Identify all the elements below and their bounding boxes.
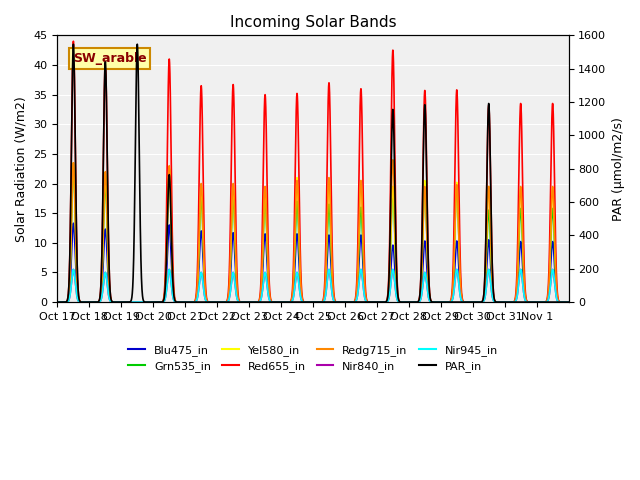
Line: Grn535_in: Grn535_in [58,168,568,302]
Redg715_in [294,188,301,193]
Nir840_in [365,299,373,305]
Nir945_in [351,299,359,304]
Redg715_in [250,299,258,305]
Grn535_in [564,299,572,305]
Nir840_in [70,266,77,272]
Nir840_in [564,299,572,305]
Redg715_in [365,299,373,305]
PAR_in [70,41,77,47]
Line: Blu475_in: Blu475_in [58,223,568,302]
PAR_in [564,299,572,305]
Redg715_in [54,299,61,305]
Redg715_in [71,210,79,216]
Nir945_in [250,299,258,305]
Yel580_in [351,297,359,303]
Line: PAR_in: PAR_in [58,44,568,302]
Nir945_in [444,299,451,305]
Blu475_in [70,220,77,226]
PAR_in [351,299,359,305]
Nir840_in [72,279,79,285]
Yel580_in [365,299,373,305]
Blu475_in [564,299,572,305]
PAR_in [54,299,61,305]
Yel580_in [72,215,79,221]
Blu475_in [444,299,451,305]
Nir945_in [365,299,373,305]
Blu475_in [294,238,302,244]
Line: Red655_in: Red655_in [58,41,568,302]
Legend: Blu475_in, Grn535_in, Yel580_in, Red655_in, Redg715_in, Nir840_in, Nir945_in, PA: Blu475_in, Grn535_in, Yel580_in, Red655_… [124,340,502,376]
Blu475_in [54,299,61,305]
Title: Incoming Solar Bands: Incoming Solar Bands [230,15,396,30]
Line: Redg715_in: Redg715_in [58,160,568,302]
Nir945_in [564,299,572,305]
Yel580_in [250,299,258,305]
Redg715_in [564,299,572,305]
PAR_in [250,299,258,305]
Grn535_in [134,299,141,305]
Nir945_in [72,279,79,285]
Redg715_in [389,157,397,163]
Yel580_in [70,160,77,166]
Nir840_in [351,299,359,304]
Nir840_in [294,273,302,278]
Blu475_in [250,299,258,305]
Red655_in [54,299,61,305]
Nir840_in [250,299,258,305]
Red655_in [134,299,141,305]
Blu475_in [72,252,79,257]
Redg715_in [351,298,359,303]
Yel580_in [54,299,61,305]
Red655_in [72,141,79,147]
Yel580_in [564,299,572,305]
PAR_in [294,299,302,305]
Grn535_in [250,299,258,305]
Red655_in [250,299,258,305]
Yel580_in [134,299,141,305]
Red655_in [351,296,359,301]
Nir840_in [134,299,141,305]
Red655_in [70,38,77,44]
Text: SW_arable: SW_arable [73,52,147,65]
PAR_in [239,299,247,305]
PAR_in [72,143,79,149]
Redg715_in [444,299,451,305]
Nir945_in [70,266,77,272]
Blu475_in [134,299,141,305]
Red655_in [564,299,572,305]
Grn535_in [294,209,302,215]
Nir840_in [54,299,61,305]
PAR_in [444,299,451,305]
Yel580_in [444,299,451,305]
Grn535_in [54,299,61,305]
Grn535_in [365,299,373,305]
PAR_in [365,299,373,305]
Y-axis label: PAR (μmol/m2/s): PAR (μmol/m2/s) [612,117,625,221]
Red655_in [444,299,451,305]
Yel580_in [294,188,302,193]
Line: Nir945_in: Nir945_in [58,269,568,302]
Nir945_in [134,299,141,305]
Blu475_in [351,298,359,304]
Red655_in [294,112,302,118]
Grn535_in [444,299,451,305]
Redg715_in [134,299,141,305]
Nir945_in [294,273,302,278]
Nir840_in [444,299,451,305]
Y-axis label: Solar Radiation (W/m2): Solar Radiation (W/m2) [15,96,28,241]
Red655_in [365,299,373,305]
Line: Yel580_in: Yel580_in [58,163,568,302]
Line: Nir840_in: Nir840_in [58,269,568,302]
Grn535_in [70,166,77,171]
Grn535_in [351,298,359,303]
Grn535_in [72,218,79,224]
Blu475_in [365,299,373,305]
Nir945_in [54,299,61,305]
